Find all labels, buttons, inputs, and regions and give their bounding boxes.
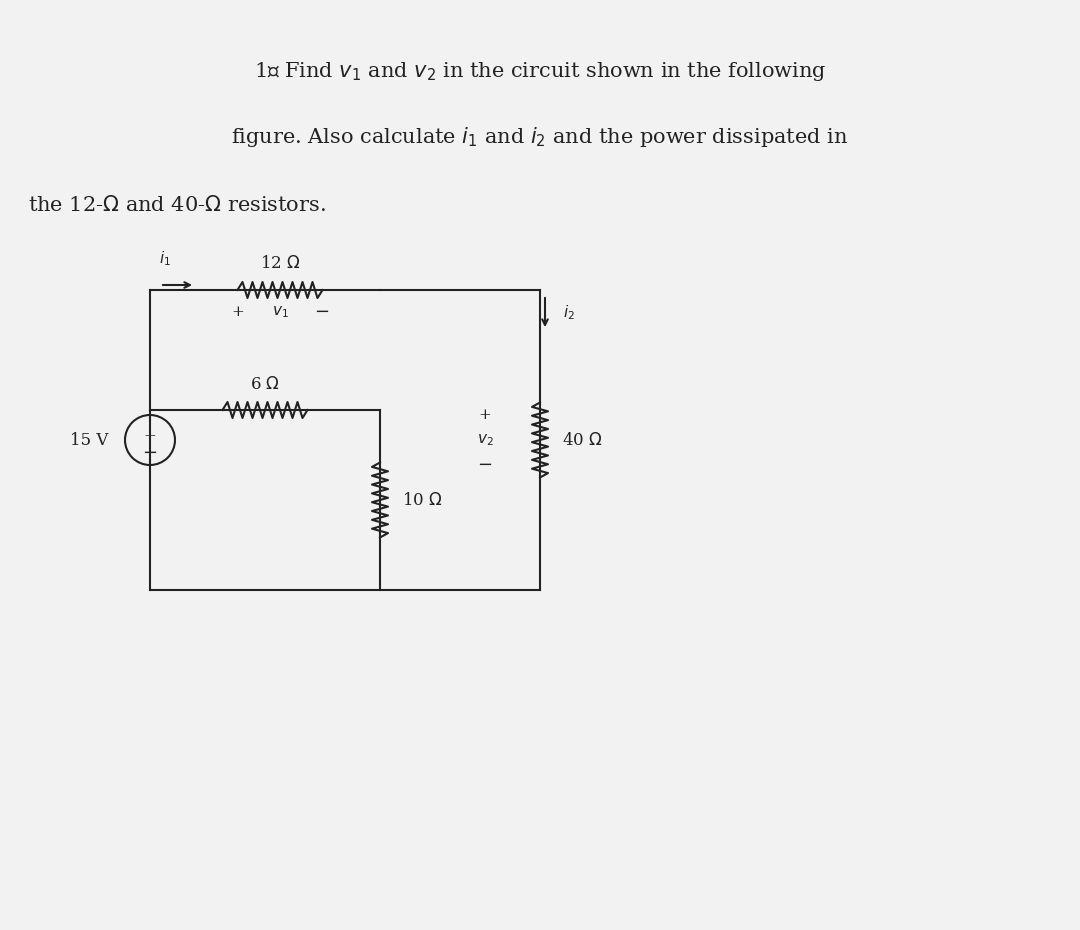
Text: +: + xyxy=(231,305,244,319)
Text: 15 V: 15 V xyxy=(69,432,108,448)
Text: 10 $\Omega$: 10 $\Omega$ xyxy=(402,491,443,509)
Text: −: − xyxy=(314,303,329,321)
Text: +: + xyxy=(478,408,491,422)
Text: 12 $\Omega$: 12 $\Omega$ xyxy=(259,255,300,272)
Text: −: − xyxy=(477,456,492,474)
Text: $i_2$: $i_2$ xyxy=(563,304,575,323)
Text: figure. Also calculate $i_1$ and $i_2$ and the power dissipated in: figure. Also calculate $i_1$ and $i_2$ a… xyxy=(231,125,849,149)
Text: 1$\mathbf{、}$ Find $v_1$ and $v_2$ in the circuit shown in the following: 1$\mathbf{、}$ Find $v_1$ and $v_2$ in th… xyxy=(254,60,826,83)
Text: +: + xyxy=(144,429,157,443)
Text: 40 $\Omega$: 40 $\Omega$ xyxy=(562,432,603,448)
Text: 6 $\Omega$: 6 $\Omega$ xyxy=(249,376,280,393)
Text: $v_2$: $v_2$ xyxy=(476,432,494,448)
Text: $v_1$: $v_1$ xyxy=(272,304,288,320)
Text: the 12-$\Omega$ and 40-$\Omega$ resistors.: the 12-$\Omega$ and 40-$\Omega$ resistor… xyxy=(28,195,326,215)
Text: $i_1$: $i_1$ xyxy=(159,249,171,268)
Text: −: − xyxy=(143,444,158,462)
